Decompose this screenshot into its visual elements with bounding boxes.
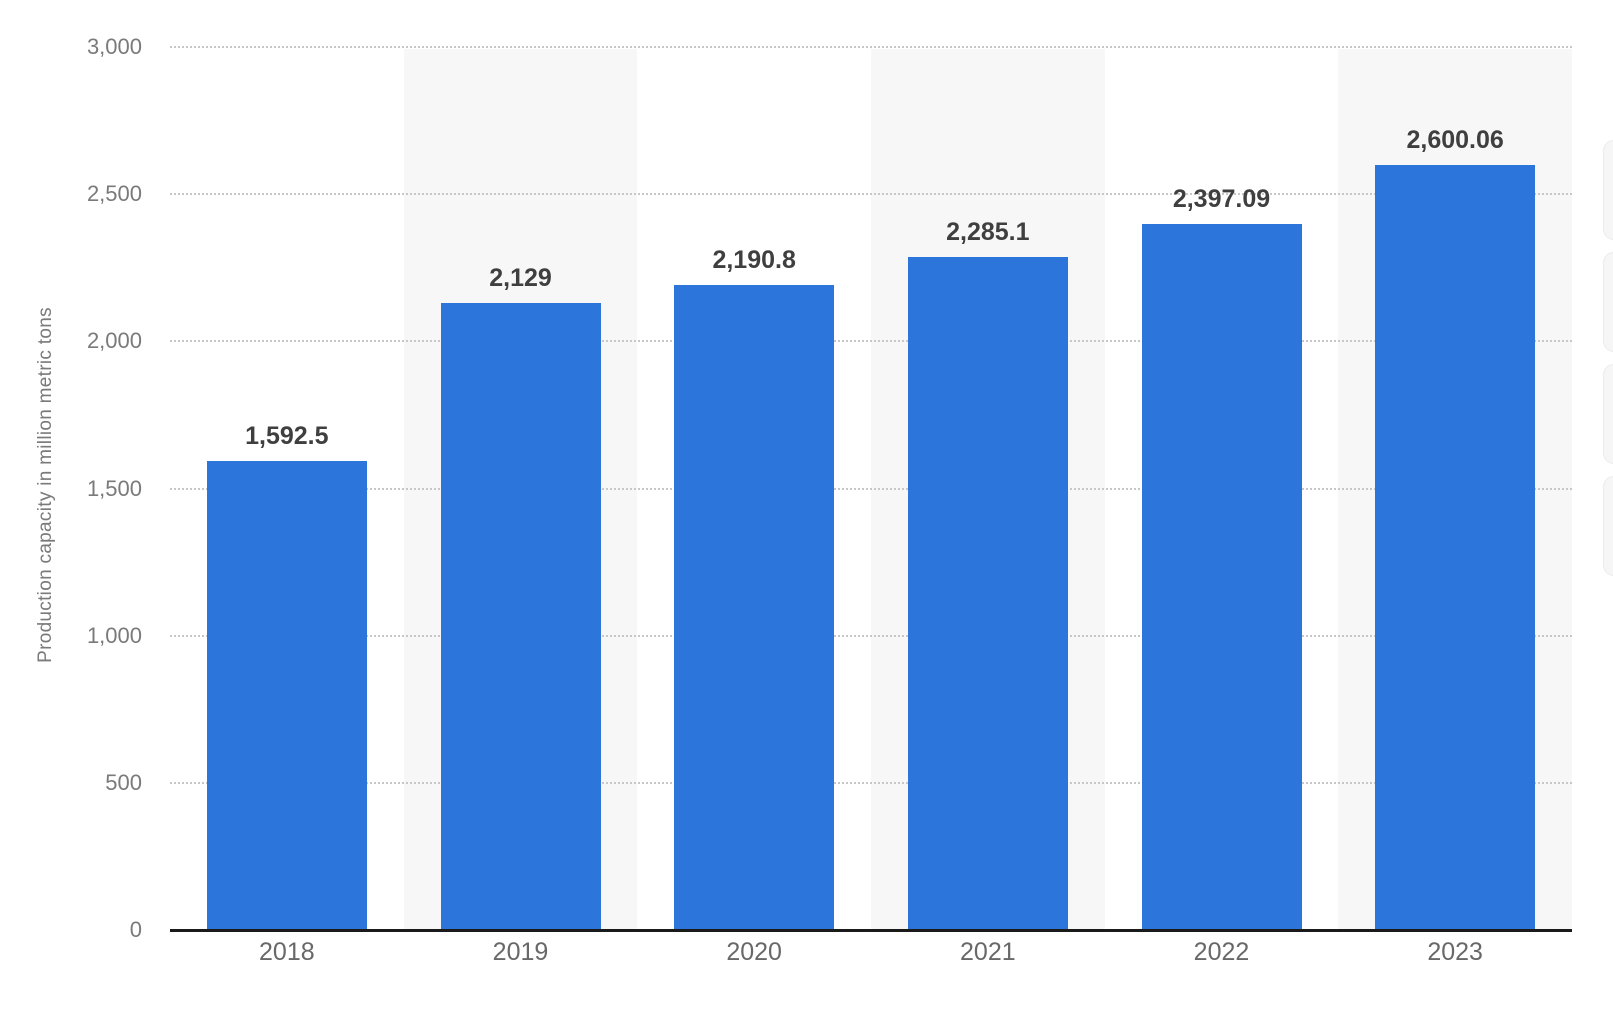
bar-2022[interactable]: [1141, 224, 1302, 930]
gridline-2,500: [170, 193, 1572, 196]
bar-value-label-2020: 2,190.8: [712, 246, 796, 275]
y-tick-label: 2,500: [86, 181, 142, 207]
bar-2019[interactable]: [440, 303, 601, 930]
bar-value-label-2023: 2,600.06: [1406, 125, 1504, 154]
x-axis-line: [170, 929, 1572, 932]
bar-value-label-2019: 2,129: [489, 264, 552, 293]
x-axis-label-2023: 2023: [1427, 938, 1483, 966]
clipped-button-icon[interactable]: [1603, 140, 1613, 240]
gridline-3,000: [170, 46, 1572, 48]
bar-value-label-2018: 1,592.5: [245, 422, 329, 451]
clipped-button-icon[interactable]: [1603, 476, 1613, 576]
bar-2018[interactable]: [206, 461, 367, 930]
gridline-1,000: [170, 634, 1572, 637]
gridline-2,000: [170, 340, 1572, 343]
x-axis-label-2021: 2021: [960, 938, 1016, 966]
x-axis-label-2019: 2019: [492, 938, 549, 966]
bar-2020[interactable]: [674, 285, 835, 930]
plot-area: 1,592.5 2,129 2,190.8 2,285.1 2,397.09 2,600.…: [170, 46, 1572, 930]
y-tick-label: 2,000: [86, 328, 142, 354]
clipped-button-icon[interactable]: [1603, 252, 1613, 352]
y-tick-label: 500: [105, 769, 142, 795]
x-axis-label-2020: 2020: [726, 938, 782, 966]
clipped-button-icon[interactable]: [1603, 364, 1613, 464]
y-tick-label: 0: [129, 917, 142, 942]
bar-value-label-2022: 2,397.09: [1172, 185, 1271, 214]
x-axis-label-2018: 2018: [259, 938, 315, 966]
bar-2021[interactable]: [907, 257, 1068, 930]
x-axis-label-2022: 2022: [1193, 938, 1250, 966]
gridline-1,500: [170, 487, 1572, 490]
bar-value-label-2021: 2,285.1: [946, 218, 1030, 247]
y-tick-label: 3,000: [86, 34, 142, 59]
y-tick-label: 1,000: [86, 622, 142, 648]
bar-2023[interactable]: [1375, 164, 1536, 930]
y-tick-label: 1,500: [86, 475, 142, 501]
gridline-500: [170, 781, 1572, 784]
